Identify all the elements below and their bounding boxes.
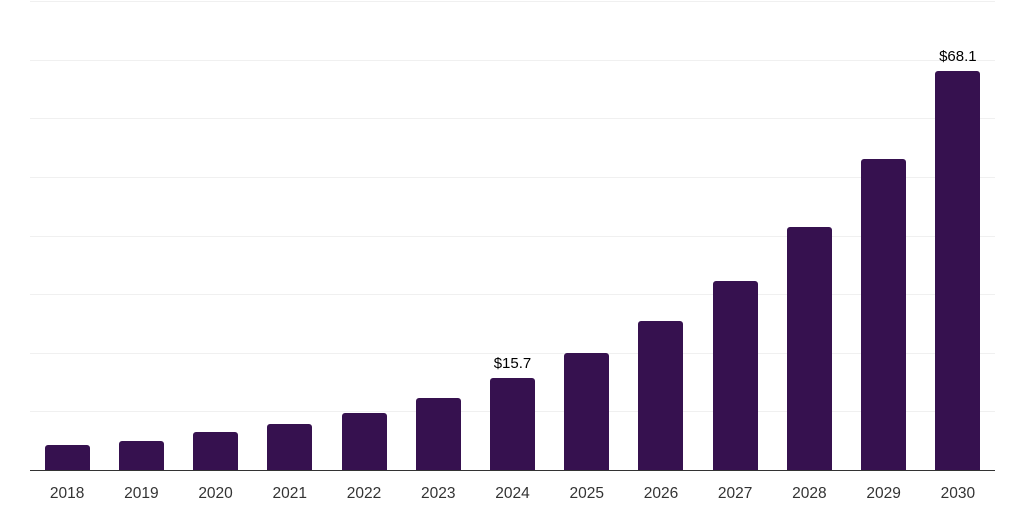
bar-2028: [786, 227, 832, 470]
bar-2025: [564, 352, 610, 470]
x-tick-label-2026: 2026: [643, 485, 679, 502]
bar-2020: [193, 432, 239, 470]
bar-2030: [935, 70, 981, 470]
bar-2019: [118, 441, 164, 470]
x-tick-label-2020: 2020: [198, 485, 233, 502]
bar-2023: [415, 397, 461, 470]
x-axis: 2018 2019 2020 2021 2022 2023 2024 2025 2026 2027…: [30, 474, 995, 510]
bar-2027: [712, 280, 758, 470]
gridline-70: [30, 59, 995, 61]
x-tick-label-2024: 2024: [495, 485, 530, 502]
gridline-30: [30, 294, 995, 296]
bar-2022: [341, 413, 387, 470]
bar-2029: [861, 159, 907, 470]
gridline-50: [30, 176, 995, 178]
x-tick-label-2030: 2030: [940, 485, 976, 502]
value-label-2030: $68.1: [939, 47, 977, 65]
value-label-2024: $15.7: [493, 354, 532, 372]
gridline-20: [30, 352, 995, 354]
x-tick-label-2029: 2029: [866, 485, 901, 502]
gridline-80: [30, 1, 995, 2]
x-tick-label-2018: 2018: [49, 485, 85, 502]
x-tick-label-2022: 2022: [346, 485, 382, 502]
bar-2026: [638, 321, 684, 470]
x-tick-label-2028: 2028: [792, 485, 827, 502]
x-tick-label-2025: 2025: [569, 485, 604, 502]
bar-2021: [267, 424, 313, 470]
x-tick-label-2027: 2027: [717, 485, 753, 502]
x-tick-label-2021: 2021: [272, 485, 308, 502]
x-tick-label-2019: 2019: [124, 485, 159, 502]
gridline-40: [30, 235, 995, 237]
bar-2018: [44, 445, 90, 470]
plot-area: $15.7 $68.1: [30, 1, 995, 471]
x-tick-label-2023: 2023: [421, 485, 456, 502]
gridline-60: [30, 118, 995, 120]
bar-2024: [490, 377, 535, 470]
